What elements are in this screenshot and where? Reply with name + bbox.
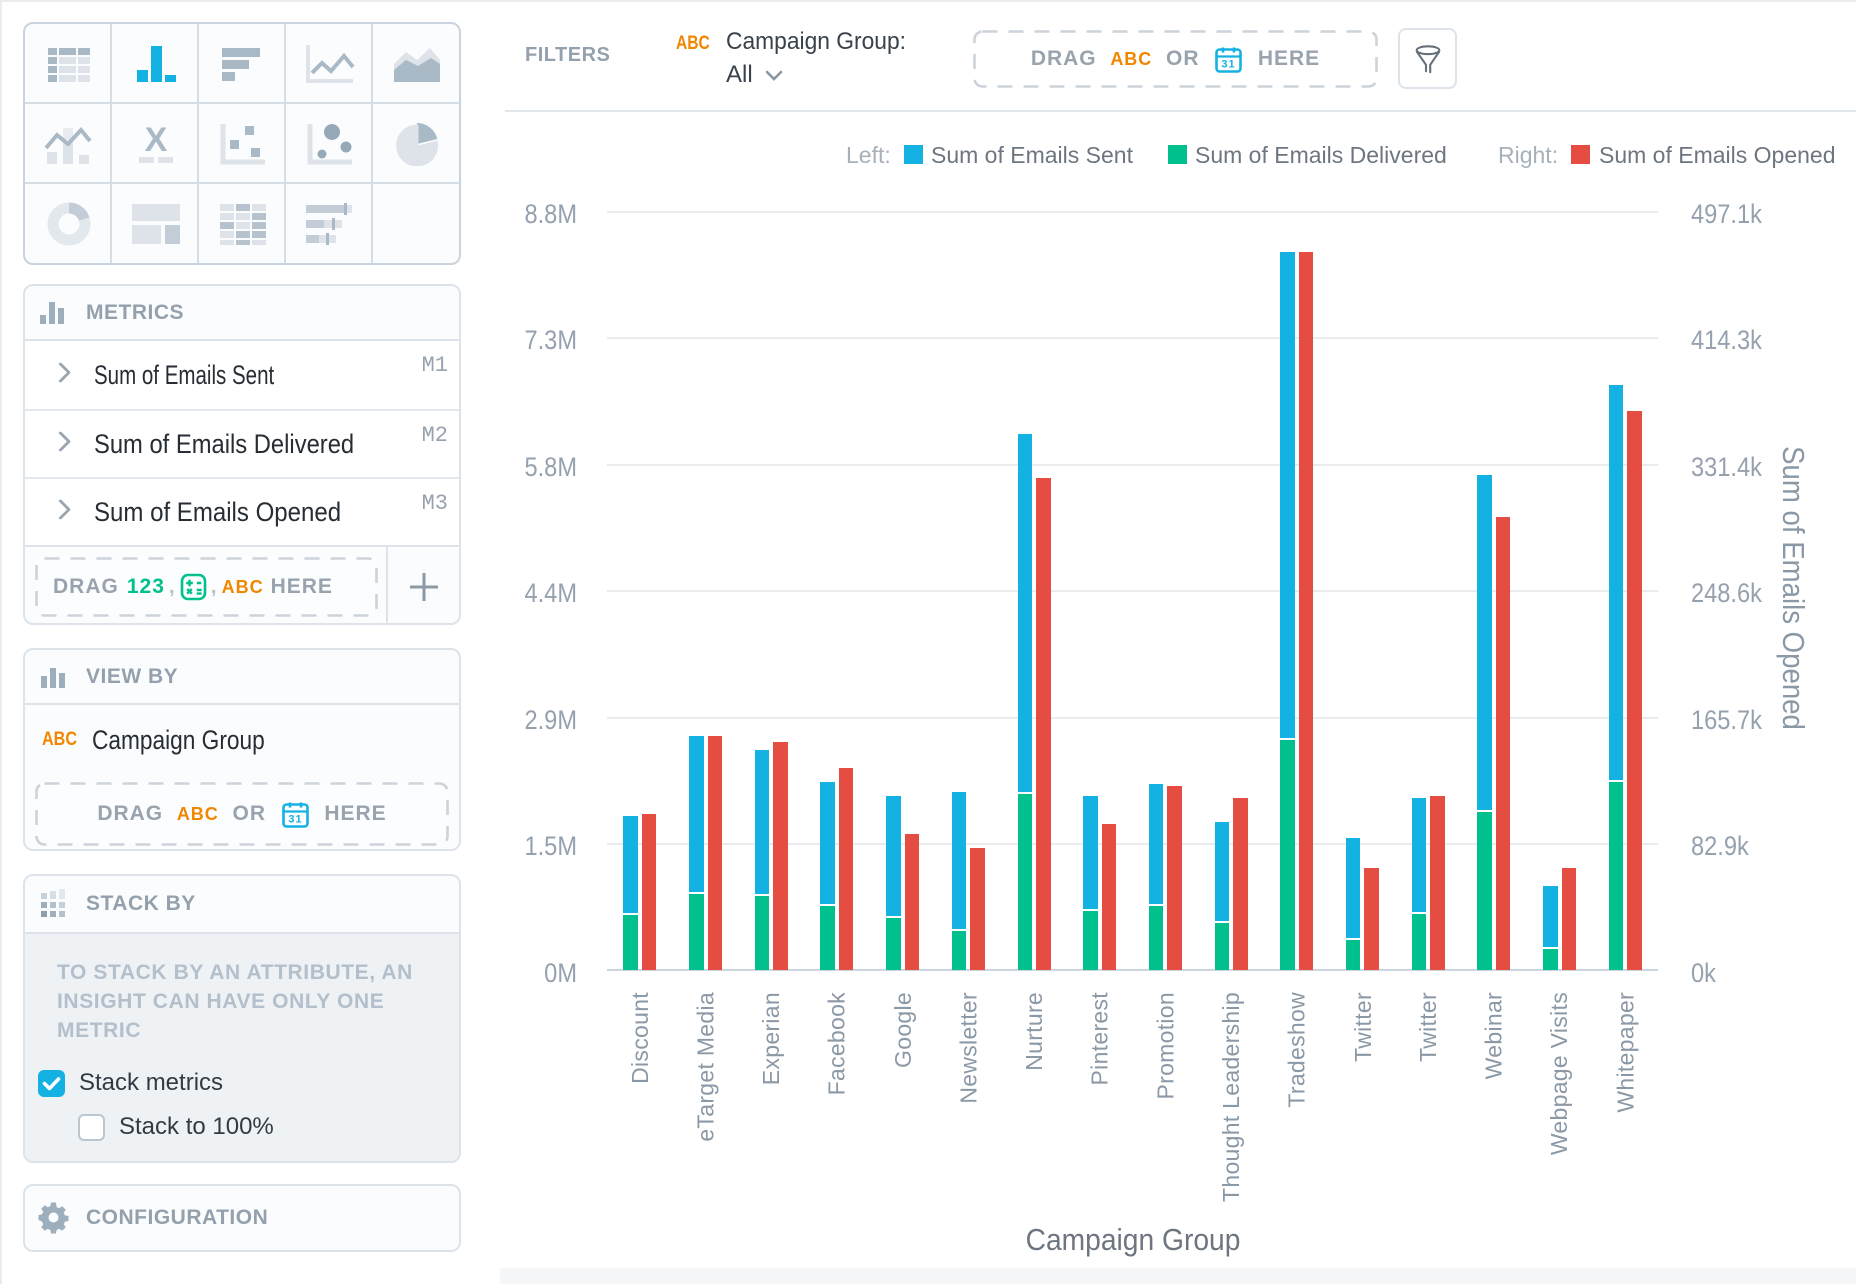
svg-text:31: 31 xyxy=(288,813,302,825)
svg-text:31: 31 xyxy=(1222,58,1236,70)
svg-text:X: X xyxy=(144,123,167,159)
